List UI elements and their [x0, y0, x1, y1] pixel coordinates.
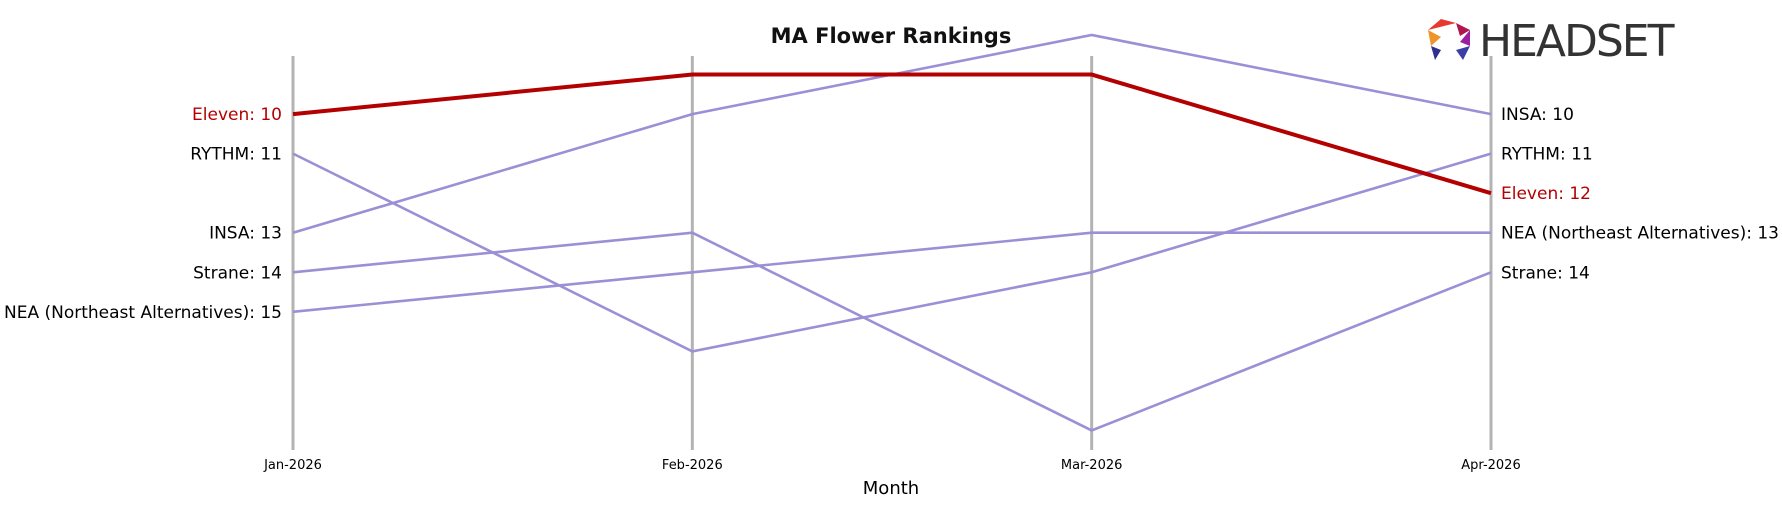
left-label-insa: INSA: 13: [209, 224, 282, 244]
series-line-eleven: [292, 72, 1492, 196]
left-label-rythm: RYTHM: 11: [190, 145, 282, 165]
right-label-nea-northeast-alternatives: NEA (Northeast Alternatives): 13: [1501, 224, 1779, 244]
right-label-insa: INSA: 10: [1501, 105, 1574, 125]
left-label-nea-northeast-alternatives: NEA (Northeast Alternatives): 15: [4, 303, 282, 323]
logo-segment: [1456, 46, 1470, 60]
series-lines: [292, 33, 1492, 432]
month-guides: [291, 56, 1493, 450]
x-axis-label: Month: [863, 478, 919, 499]
x-tick-jan-2026: Jan-2026: [263, 458, 322, 473]
left-label-strane: Strane: 14: [193, 263, 282, 283]
x-tick-feb-2026: Feb-2026: [662, 458, 723, 473]
brand-name: HEADSET: [1479, 16, 1675, 67]
headset-hexagon-logo-icon: [1428, 19, 1470, 60]
logo-segment: [1456, 23, 1470, 36]
series-line-strane: [292, 231, 1492, 432]
right-label-eleven: Eleven: 12: [1501, 184, 1591, 204]
series-line-insa: [292, 33, 1492, 234]
end-labels: Eleven: 10 RYTHM: 11 INSA: 13 Strane: 14 NEA…: [4, 105, 1779, 323]
right-label-rythm: RYTHM: 11: [1501, 145, 1593, 165]
logo-segment: [1431, 46, 1441, 60]
x-tick-mar-2026: Mar-2026: [1061, 458, 1122, 473]
right-label-strane: Strane: 14: [1501, 263, 1590, 283]
left-label-eleven: Eleven: 10: [192, 105, 282, 125]
logo-segment: [1428, 19, 1456, 30]
logo-segment: [1428, 30, 1441, 46]
series-line-nea-northeast-alternatives: [292, 231, 1491, 314]
logo-segment: [1460, 30, 1470, 46]
x-tick-apr-2026: Apr-2026: [1461, 458, 1520, 473]
x-tick-labels: Jan-2026 Feb-2026 Mar-2026 Apr-2026: [263, 458, 1521, 473]
chart-title: MA Flower Rankings: [771, 24, 1012, 48]
